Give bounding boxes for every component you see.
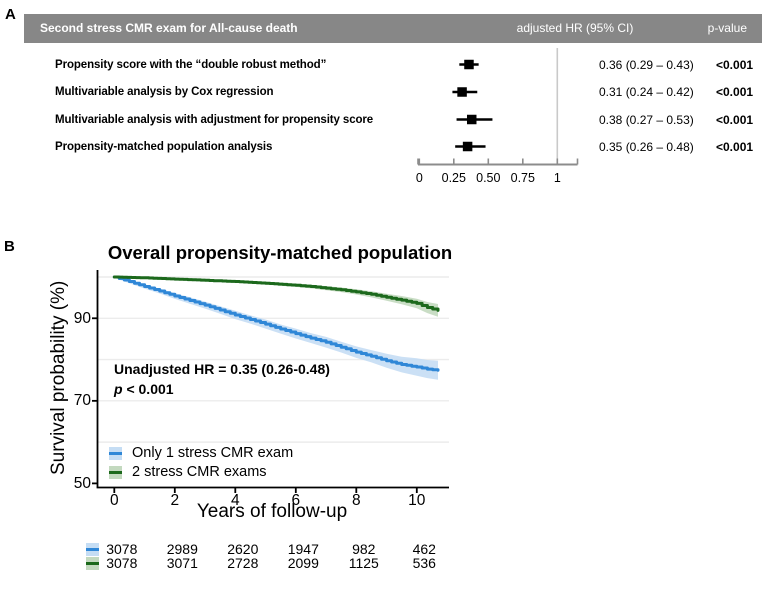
forest-header-col-hr: adjusted HR (95% CI) [516, 21, 634, 35]
forest-tick-label: 0 [415, 171, 423, 185]
risk-table-value: 2099 [287, 555, 319, 571]
legend-swatch-green [109, 466, 122, 479]
forest-header-bar: Second stress CMR exam for All-cause dea… [24, 14, 762, 43]
km-x-tick-label: 0 [109, 492, 119, 509]
risk-table-value: 1947 [287, 541, 319, 557]
km-x-tick-label: 10 [408, 492, 426, 509]
forest-header-col-p: p-value [707, 21, 747, 35]
km-curve-blue [112, 275, 440, 372]
risk-table-value: 1125 [348, 555, 379, 571]
risk-table-value: 3071 [166, 555, 198, 571]
forest-point-marker [462, 141, 473, 152]
legend-swatch-blue [109, 447, 122, 460]
km-y-tick-label: 50 [73, 474, 91, 492]
km-title: Overall propensity-matched population [107, 242, 453, 263]
forest-row-p-value: <0.001 [716, 139, 754, 154]
forest-row-label: Multivariable analysis with adjustment f… [55, 113, 374, 126]
risk-table-value: 3078 [106, 541, 138, 557]
forest-tick-label: 0.75 [510, 171, 535, 185]
km-annotation-p: p < 0.001 [114, 381, 174, 397]
forest-row-label: Multivariable analysis by Cox regression [55, 86, 274, 98]
forest-row-label: Propensity score with the “double robust… [55, 58, 327, 71]
km-curve-green [112, 275, 440, 312]
forest-header-title: Second stress CMR exam for All-cause dea… [40, 21, 298, 35]
forest-row-hr-value: 0.35 (0.26 – 0.48) [599, 139, 694, 154]
risk-table-value: 982 [352, 541, 376, 557]
risk-table-dash-green [86, 562, 99, 566]
risk-table-value: 462 [412, 541, 436, 557]
km-x-axis-label: Years of follow-up [196, 501, 348, 522]
panel-a-label: A [5, 6, 16, 23]
forest-tick-label: 1 [553, 171, 561, 185]
forest-row-hr-value: 0.36 (0.29 – 0.43) [599, 57, 694, 72]
km-y-tick-label: 90 [73, 309, 91, 327]
panel-b-label: B [4, 238, 15, 255]
forest-tick-label: 0.25 [441, 171, 466, 185]
legend-dash-green [109, 471, 122, 475]
km-y-tick-label: 70 [73, 392, 91, 410]
km-x-tick-label: 8 [351, 492, 361, 509]
forest-row-p-value: <0.001 [716, 57, 754, 72]
legend-label-green: 2 stress CMR exams [132, 464, 267, 480]
risk-table-value: 536 [412, 555, 436, 571]
risk-table-value: 2989 [166, 541, 198, 557]
risk-table-value: 3078 [106, 555, 138, 571]
forest-point-marker [464, 59, 474, 70]
km-annotation: Unadjusted HR = 0.35 (0.26-0.48) p < 0.0… [114, 359, 330, 399]
forest-point-marker [466, 114, 477, 125]
forest-point-marker [457, 87, 467, 97]
km-y-axis-label: Survival probability (%) [48, 280, 69, 476]
risk-table-swatch-blue [86, 543, 99, 556]
legend-label-blue: Only 1 stress CMR exam [132, 445, 294, 461]
km-x-tick-label: 2 [170, 492, 180, 509]
forest-row-p-value: <0.001 [716, 85, 754, 99]
risk-table-value: 2728 [227, 555, 259, 571]
km-annotation-hr: Unadjusted HR = 0.35 (0.26-0.48) [114, 361, 330, 377]
risk-table-dash-blue [86, 548, 99, 552]
forest-row-p-value: <0.001 [716, 112, 754, 127]
km-x-tick-label: 4 [230, 492, 240, 509]
forest-row-label: Propensity-matched population analysis [55, 140, 273, 153]
forest-tick-label: 0.50 [476, 171, 501, 185]
forest-row-hr-value: 0.31 (0.24 – 0.42) [599, 85, 694, 99]
legend-dash-blue [109, 452, 122, 456]
forest-row-hr-value: 0.38 (0.27 – 0.53) [599, 112, 694, 127]
km-x-tick-label: 6 [291, 492, 301, 509]
risk-table-value: 2620 [227, 541, 259, 557]
risk-table-swatch-green [86, 557, 99, 570]
